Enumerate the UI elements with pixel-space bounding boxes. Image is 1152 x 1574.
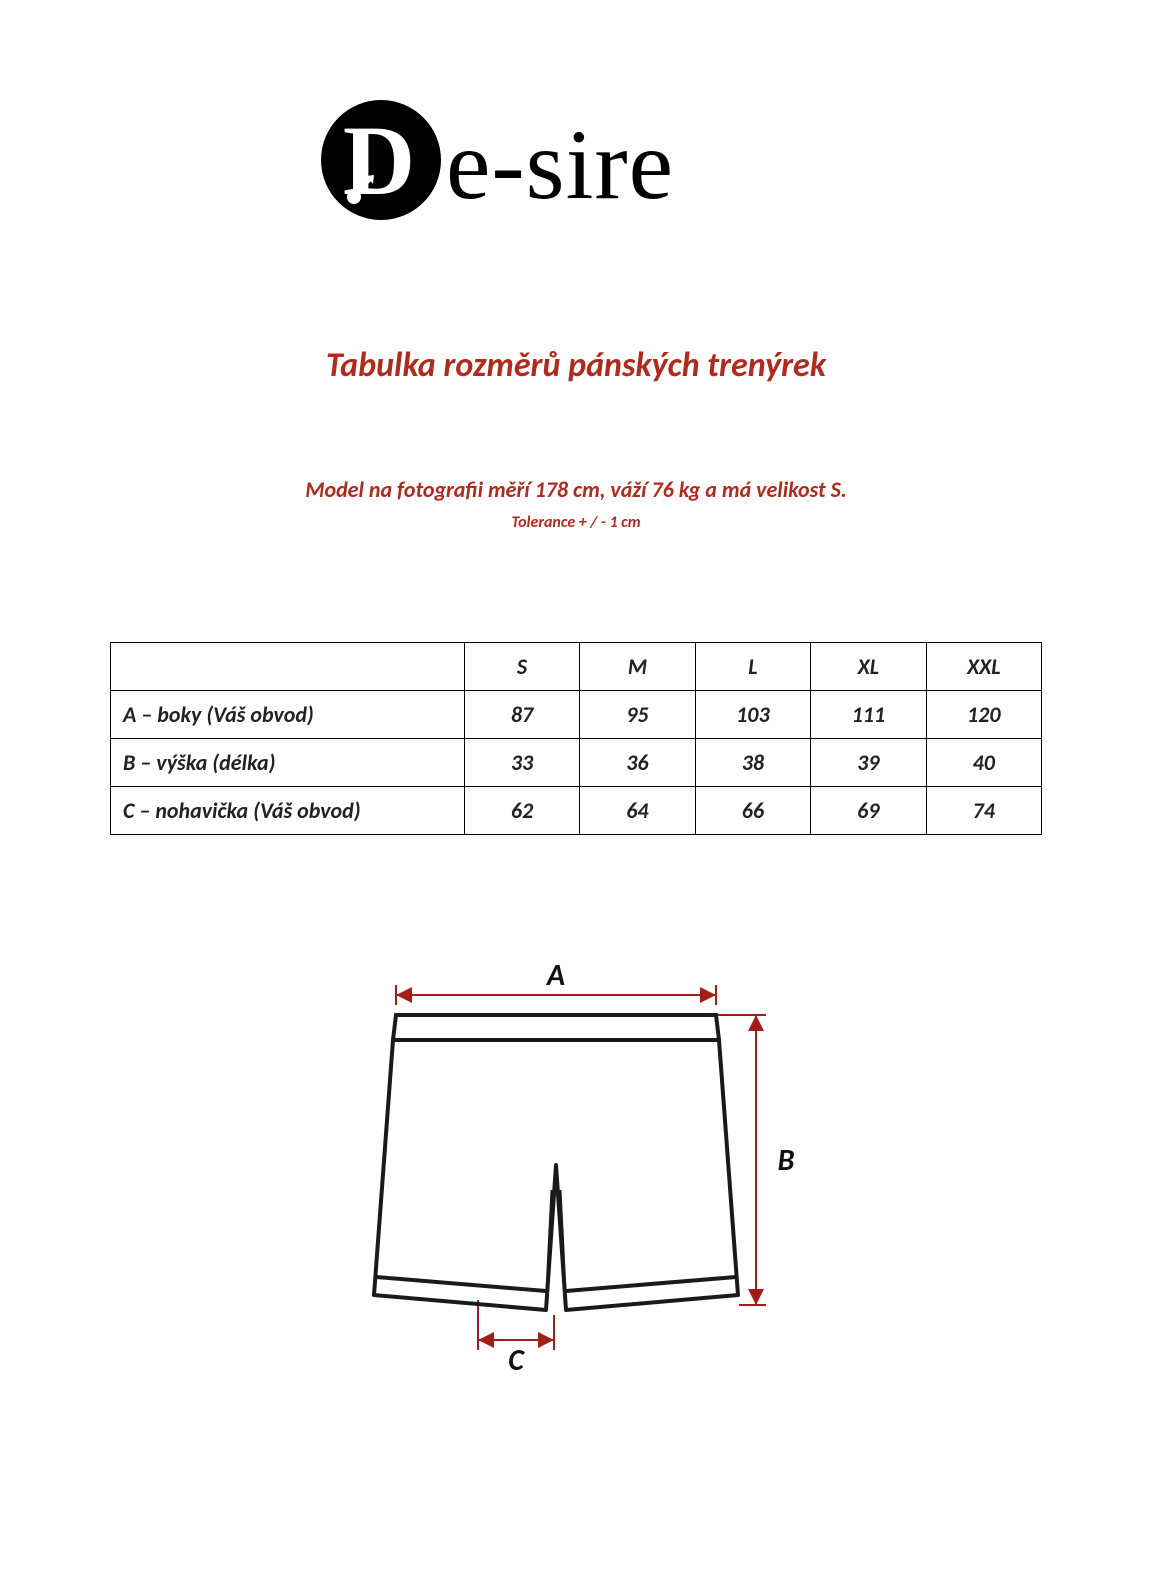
- dim-label-c: C: [508, 1342, 525, 1375]
- table-header-xxl: XXL: [926, 643, 1041, 691]
- size-table: S M L XL XXL A – boky (Váš obvod) 87 95 …: [110, 642, 1042, 835]
- cell: 36: [580, 739, 695, 787]
- cell: 39: [811, 739, 926, 787]
- table-header-empty: [111, 643, 465, 691]
- dim-label-b: B: [778, 1142, 795, 1179]
- table-row: A – boky (Váš obvod) 87 95 103 111 120: [111, 691, 1042, 739]
- page-title: Tabulka rozměrů pánských trenýrek: [110, 345, 1042, 386]
- cell: 38: [695, 739, 810, 787]
- row-label-c: C – nohavička (Váš obvod): [111, 787, 465, 835]
- cell: 40: [926, 739, 1041, 787]
- dim-label-a: A: [545, 957, 565, 994]
- table-header-m: M: [580, 643, 695, 691]
- table-row: C – nohavička (Váš obvod) 62 64 66 69 74: [111, 787, 1042, 835]
- row-label-b: B – výška (délka): [111, 739, 465, 787]
- cell: 33: [464, 739, 579, 787]
- shorts-diagram-svg: A B C: [346, 955, 806, 1375]
- measurement-diagram: A B C: [110, 955, 1042, 1380]
- row-label-a: A – boky (Váš obvod): [111, 691, 465, 739]
- table-header-row: S M L XL XXL: [111, 643, 1042, 691]
- cell: 111: [811, 691, 926, 739]
- cell: 69: [811, 787, 926, 835]
- brand-logo: D e-sire: [110, 90, 1042, 235]
- table-row: B – výška (délka) 33 36 38 39 40: [111, 739, 1042, 787]
- brand-logo-svg: D e-sire: [316, 90, 836, 230]
- tolerance-line: Tolerance + / - 1 cm: [110, 513, 1042, 532]
- cell: 74: [926, 787, 1041, 835]
- table-header-s: S: [464, 643, 579, 691]
- cell: 64: [580, 787, 695, 835]
- cell: 95: [580, 691, 695, 739]
- cell: 103: [695, 691, 810, 739]
- model-info-line: Model na fotografii měří 178 cm, váží 76…: [110, 476, 1042, 503]
- logo-wordmark: e-sire: [446, 109, 674, 220]
- table-header-l: L: [695, 643, 810, 691]
- cell: 62: [464, 787, 579, 835]
- cell: 66: [695, 787, 810, 835]
- cell: 87: [464, 691, 579, 739]
- cell: 120: [926, 691, 1041, 739]
- table-header-xl: XL: [811, 643, 926, 691]
